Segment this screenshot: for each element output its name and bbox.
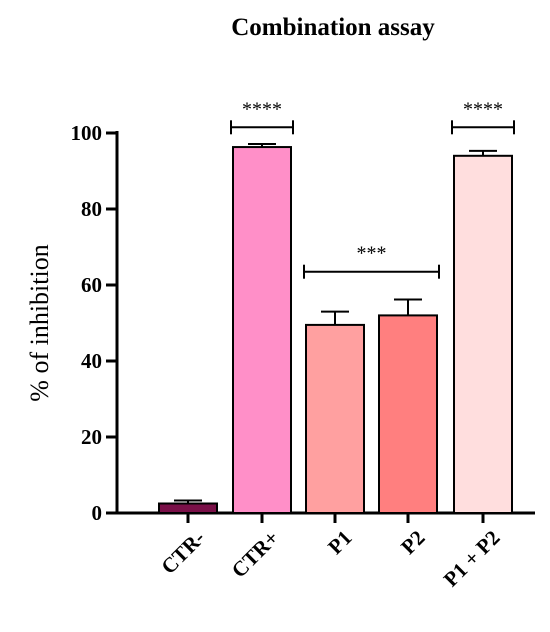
x-tick-label: P1 + P2: [439, 526, 505, 592]
bar: [378, 314, 438, 514]
x-tick-label: CTR-: [156, 526, 209, 579]
y-tick-label: 40: [81, 349, 102, 373]
y-tick-label: 20: [81, 425, 102, 449]
y-tick-label: 80: [81, 197, 102, 221]
x-tick-label: CTR+: [227, 526, 284, 583]
y-tick-label: 100: [71, 121, 103, 145]
x-tick-label: P1: [323, 526, 356, 559]
significance-label: ****: [463, 98, 503, 120]
x-tick-label: P2: [396, 526, 429, 559]
bar: [158, 502, 218, 514]
significance-label: ****: [242, 98, 282, 120]
chart-title: Combination assay: [231, 14, 435, 41]
bar: [305, 323, 365, 514]
y-tick-label: 0: [92, 501, 103, 525]
bars: [158, 146, 513, 515]
error-bars: [174, 143, 497, 504]
significance-label: ***: [357, 243, 387, 265]
x-tick-labels: CTR- CTR+ P1 P2 P1 + P2: [156, 526, 504, 592]
significance-annotations: ***********: [230, 98, 515, 279]
y-axis-label: % of inhibition: [25, 244, 54, 401]
y-tick-label: 60: [81, 273, 102, 297]
bar: [453, 154, 513, 515]
bar: [232, 146, 292, 514]
